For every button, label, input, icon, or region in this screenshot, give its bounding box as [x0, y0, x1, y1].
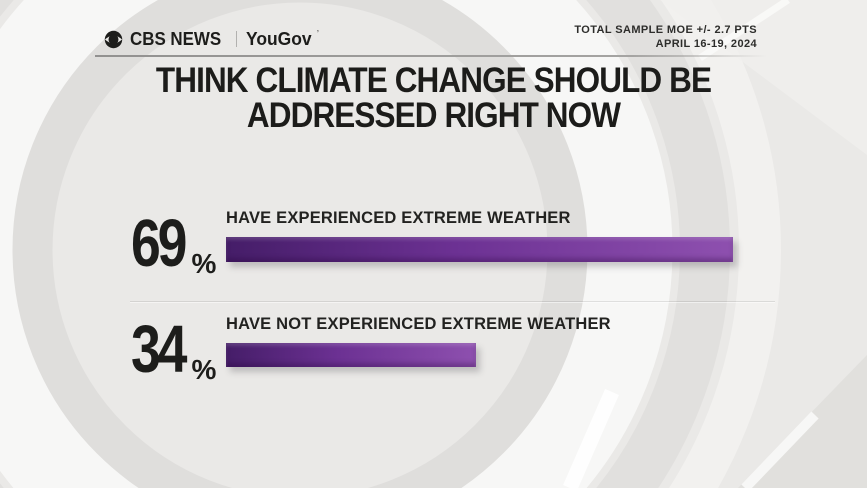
- label-experienced: HAVE EXPERIENCED EXTREME WEATHER: [226, 208, 571, 227]
- value-experienced-number: 69: [131, 206, 187, 281]
- header-rule: [95, 55, 767, 57]
- chart-title-line1: THINK CLIMATE CHANGE SHOULD BE: [155, 61, 712, 100]
- value-not-experienced: 34 %: [131, 312, 216, 387]
- logo-separator: [236, 31, 238, 47]
- label-not-experienced: HAVE NOT EXPERIENCED EXTREME WEATHER: [226, 314, 611, 333]
- cbs-eye-icon: [104, 30, 123, 48]
- logo-lockup: CBS NEWS YouGov ’: [104, 28, 319, 50]
- bar-not-experienced: [226, 343, 476, 367]
- bar-experienced: [226, 237, 734, 262]
- sample-note: TOTAL SAMPLE MOE +/- 2.7 PTS APRIL 16-19…: [574, 23, 757, 51]
- sample-moe-text: TOTAL SAMPLE MOE +/- 2.7 PTS: [574, 24, 757, 36]
- yougov-wordmark: YouGov: [246, 28, 312, 49]
- yougov-trademark: ’: [316, 29, 319, 38]
- value-experienced-percent-sign: %: [191, 248, 217, 279]
- value-not-experienced-percent-sign: %: [191, 354, 217, 385]
- row-divider: [130, 301, 775, 302]
- poll-date-text: APRIL 16-19, 2024: [655, 38, 757, 50]
- chart-title-line2: ADDRESSED RIGHT NOW: [246, 96, 621, 135]
- cbs-news-wordmark: CBS NEWS: [130, 28, 222, 49]
- value-experienced: 69 %: [131, 206, 216, 281]
- value-not-experienced-number: 34: [131, 312, 187, 387]
- chart-title: THINK CLIMATE CHANGE SHOULD BE ADDRESSED…: [43, 63, 823, 133]
